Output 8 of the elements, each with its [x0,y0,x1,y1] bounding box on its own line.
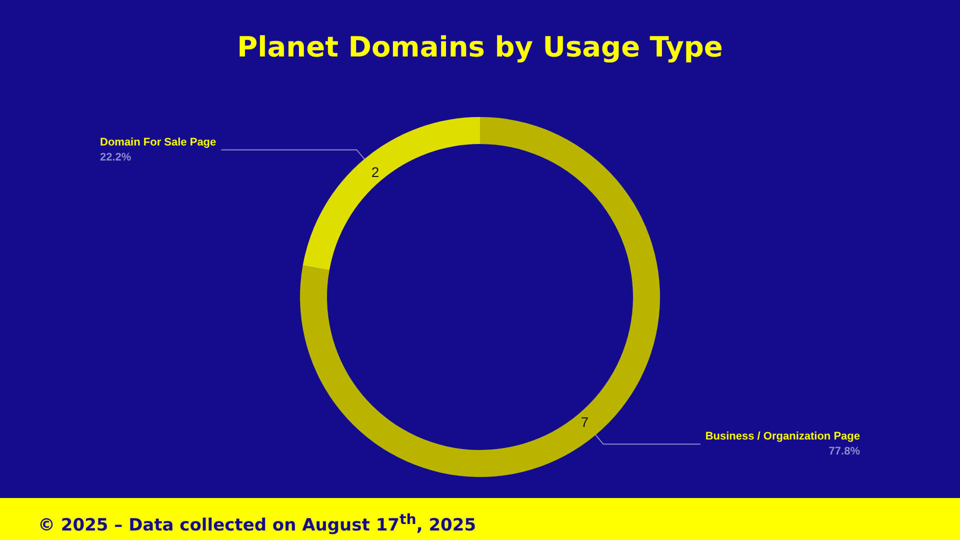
slice-label: Domain For Sale Page [100,136,216,148]
chart-title: Planet Domains by Usage Type [237,30,723,64]
data-label: 77.8% [828,446,860,458]
text: © 2025 – Data collected on August 17$^{th}$, 2025 [0,498,960,540]
text: 2 [371,164,380,180]
data-label: 22.2% [100,151,132,164]
slice-label: Business / Organization Page [705,430,860,443]
text: 7 [580,414,589,430]
